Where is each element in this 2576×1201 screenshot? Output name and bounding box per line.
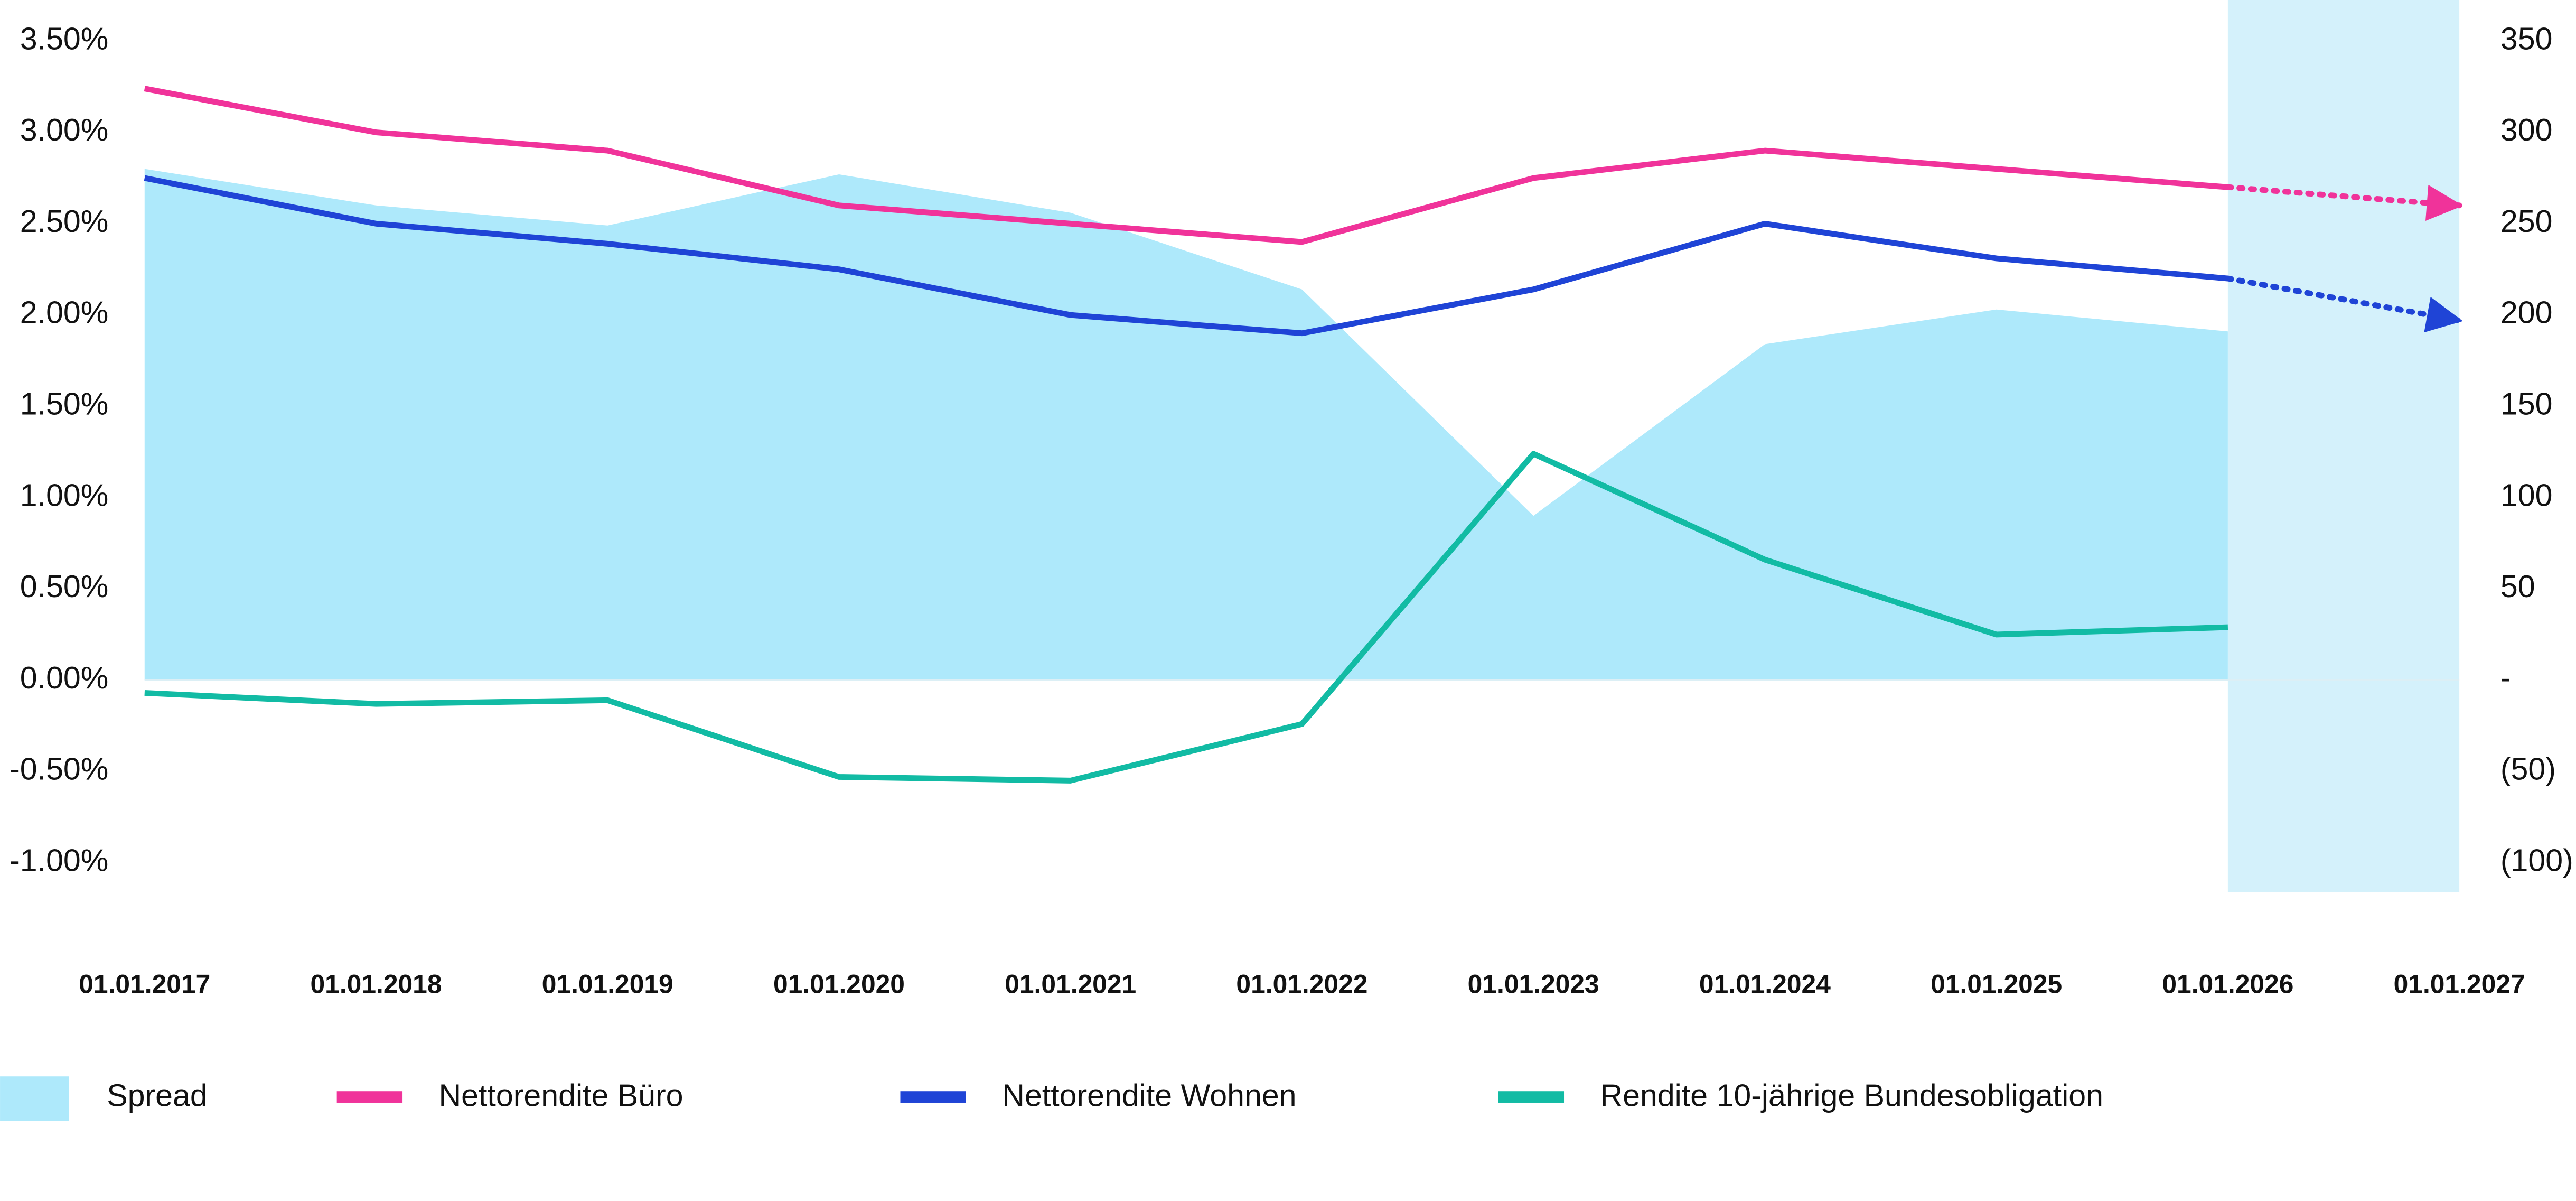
y-tick-label: 0.50% (20, 569, 109, 604)
x-tick-label: 01.01.2023 (1468, 969, 1599, 999)
x-tick-label: 01.01.2024 (1699, 969, 1831, 999)
x-tick-label: 01.01.2019 (542, 969, 673, 999)
forecast-band (2227, 0, 2460, 892)
y2-tick-label: 50 (2500, 569, 2535, 604)
legend-label: Spread (107, 1078, 208, 1113)
y-tick-label: -0.50% (10, 752, 108, 787)
y2-tick-label: 250 (2500, 204, 2553, 239)
legend-swatch (0, 1076, 69, 1121)
y-tick-label: 2.50% (20, 204, 109, 239)
x-tick-label: 01.01.2025 (1931, 969, 2062, 999)
legend-label: Nettorendite Büro (438, 1078, 683, 1113)
x-tick-label: 01.01.2017 (79, 969, 210, 999)
y-tick-label: 1.00% (20, 478, 109, 513)
legend-swatch (1498, 1091, 1565, 1103)
y2-tick-label: 100 (2500, 478, 2553, 513)
forecast-line (2225, 275, 2463, 333)
spread-area (144, 169, 2228, 681)
y2-tick-label: 300 (2500, 113, 2553, 147)
y2-tick-label: - (2500, 660, 2511, 695)
y2-tick-label: 350 (2500, 21, 2553, 56)
y-tick-label: 1.50% (20, 387, 109, 422)
y-tick-label: 2.00% (20, 295, 109, 330)
y-tick-label: 0.00% (20, 660, 109, 695)
y-tick-label: 3.00% (20, 113, 109, 147)
x-tick-label: 01.01.2022 (1236, 969, 1367, 999)
series-line (144, 86, 2228, 245)
y-tick-label: 3.50% (20, 21, 109, 56)
y2-tick-label: 200 (2500, 295, 2553, 330)
series-line (144, 175, 2228, 337)
x-tick-label: 01.01.2018 (310, 969, 442, 999)
y-tick-label: -1.00% (10, 843, 108, 878)
legend-label: Rendite 10-jährige Bundesobligation (1600, 1078, 2103, 1113)
legend-swatch (900, 1091, 966, 1103)
x-tick-label: 01.01.2021 (1005, 969, 1136, 999)
legend-swatch (336, 1091, 403, 1103)
x-tick-label: 01.01.2020 (773, 969, 905, 999)
y2-tick-label: (50) (2500, 752, 2556, 787)
y2-tick-label: (100) (2500, 843, 2573, 878)
forecast-line (2225, 184, 2463, 221)
y2-tick-label: 150 (2500, 387, 2553, 422)
x-tick-label: 01.01.2027 (2394, 969, 2525, 999)
series-line (144, 451, 2228, 784)
legend-label: Nettorendite Wohnen (1002, 1078, 1296, 1113)
x-tick-label: 01.01.2026 (2162, 969, 2293, 999)
